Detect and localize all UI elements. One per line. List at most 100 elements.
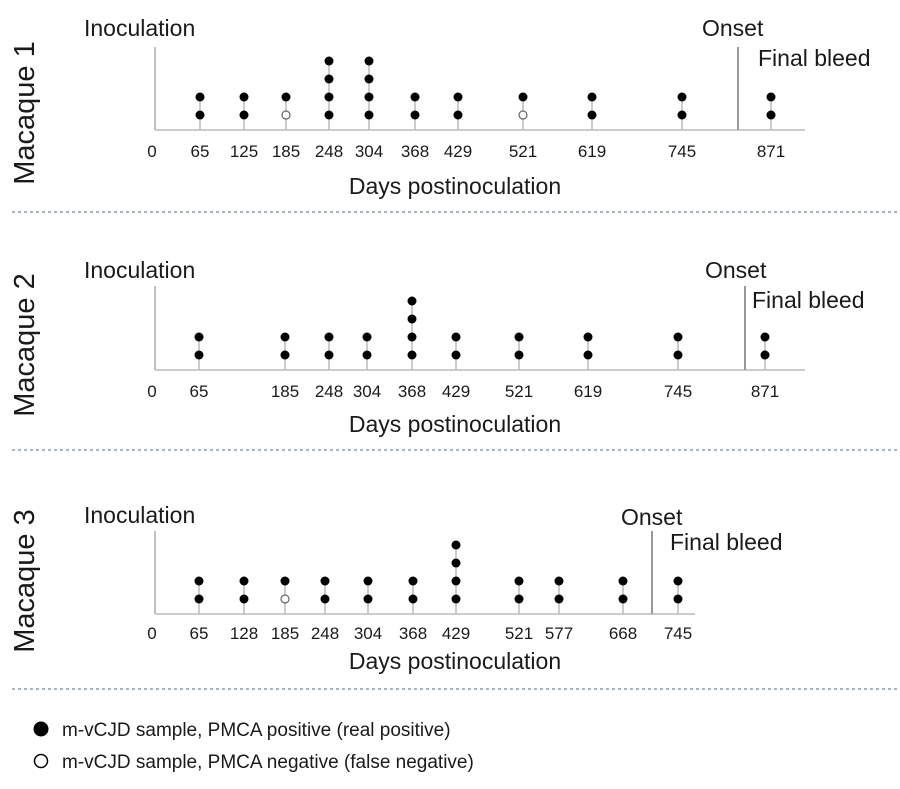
positive-sample-dot [514,350,524,360]
positive-sample-dot [407,350,417,360]
positive-sample-dot [408,594,418,604]
negative-sample-dot [280,594,290,604]
inoculation-label: Inoculation [84,257,195,283]
day-tick-label: 429 [442,624,470,643]
positive-sample-dot [364,92,374,102]
sample-marks: 65 125 185 248 304 368 429 521 619 745 871 [191,56,785,161]
positive-sample-dot [362,332,372,342]
x-axis-title: Days postinoculation [349,173,561,199]
negative-sample-dot [281,110,291,120]
positive-sample-dot [364,74,374,84]
positive-sample-dot [618,594,628,604]
day-tick-label: 619 [578,142,606,161]
positive-sample-dot [362,350,372,360]
day-tick-label: 521 [509,142,537,161]
day-tick-label: 185 [271,382,299,401]
positive-sample-dot [451,350,461,360]
positive-sample-dot [587,110,597,120]
positive-sample-dot [760,332,770,342]
positive-sample-dot [554,594,564,604]
day-tick-label: 871 [757,142,785,161]
positive-sample-dot [280,332,290,342]
positive-sample-dot [451,558,461,568]
onset-label: Onset [705,257,767,283]
positive-sample-dot [453,110,463,120]
day-tick-label: 745 [664,624,692,643]
positive-sample-dot [324,56,334,66]
day-tick-label: 304 [355,142,383,161]
day-tick-label: 248 [315,382,343,401]
positive-sample-dot [451,594,461,604]
positive-sample-dot [677,92,687,102]
positive-sample-dot [280,350,290,360]
positive-sample-dot [554,576,564,586]
day-tick-label: 304 [354,624,382,643]
panel-macaque-2: Macaque 2 Inoculation 0 Onset Final blee… [9,257,865,437]
positive-sample-dot [364,56,374,66]
day-tick-label: 185 [272,142,300,161]
positive-sample-dot [324,110,334,120]
positive-sample-dot [324,350,334,360]
positive-sample-dot [364,110,374,120]
positive-sample-dot [673,350,683,360]
legend: m-vCJD sample, PMCA positive (real posit… [33,720,474,773]
sample-marks: 65 185 248 304 368 429 521 619 745 871 [190,296,779,401]
day-tick-label: 368 [399,624,427,643]
x-axis-title: Days postinoculation [349,648,561,674]
positive-sample-dot [451,540,461,550]
positive-sample-dot [583,350,593,360]
panel-macaque-1: Macaque 1 Inoculation 0 Onset Final blee… [9,15,871,199]
positive-sample-dot [451,332,461,342]
onset-label: Onset [702,15,764,41]
positive-sample-dot [587,92,597,102]
positive-sample-dot [363,576,373,586]
positive-sample-dot [408,576,418,586]
positive-sample-dot [518,92,528,102]
positive-sample-dot [410,92,420,102]
day-tick-label: 65 [190,624,209,643]
positive-sample-dot [407,314,417,324]
panel-macaque-3: Macaque 3 Inoculation 0 Onset Final blee… [9,502,783,674]
positive-sample-dot [410,110,420,120]
final-bleed-label: Final bleed [758,45,871,71]
inoculation-label: Inoculation [84,502,195,528]
positive-sample-dot [451,576,461,586]
positive-sample-dot [239,110,249,120]
positive-sample-dot [618,576,628,586]
day-tick-label: 577 [545,624,573,643]
panel-label: Macaque 1 [9,41,41,185]
negative-sample-dot [518,110,528,120]
onset-label: Onset [621,504,683,530]
positive-sample-dot [407,296,417,306]
positive-sample-dot [514,576,524,586]
positive-sample-dot [760,350,770,360]
positive-sample-dot [766,92,776,102]
legend-positive-label: m-vCJD sample, PMCA positive (real posit… [62,720,451,741]
inoculation-label: Inoculation [84,15,195,41]
positive-sample-dot [194,350,204,360]
final-bleed-label: Final bleed [752,287,865,313]
positive-sample-dot [514,594,524,604]
zero-tick-label: 0 [147,624,156,643]
day-tick-label: 65 [190,382,209,401]
positive-sample-dot [194,332,204,342]
day-tick-label: 185 [271,624,299,643]
day-tick-label: 128 [230,624,258,643]
day-tick-label: 248 [311,624,339,643]
zero-tick-label: 0 [147,142,156,161]
day-tick-label: 871 [751,382,779,401]
positive-sample-dot [239,594,249,604]
positive-sample-dot [514,332,524,342]
panel-label: Macaque 2 [9,273,41,417]
positive-sample-dot [195,92,205,102]
positive-sample-dot [324,332,334,342]
positive-sample-dot [583,332,593,342]
day-tick-label: 368 [398,382,426,401]
positive-sample-dot [673,576,683,586]
positive-sample-dot [320,594,330,604]
day-tick-label: 429 [444,142,472,161]
day-tick-label: 619 [574,382,602,401]
legend-positive-marker [33,721,49,737]
panel-label: Macaque 3 [9,509,41,653]
